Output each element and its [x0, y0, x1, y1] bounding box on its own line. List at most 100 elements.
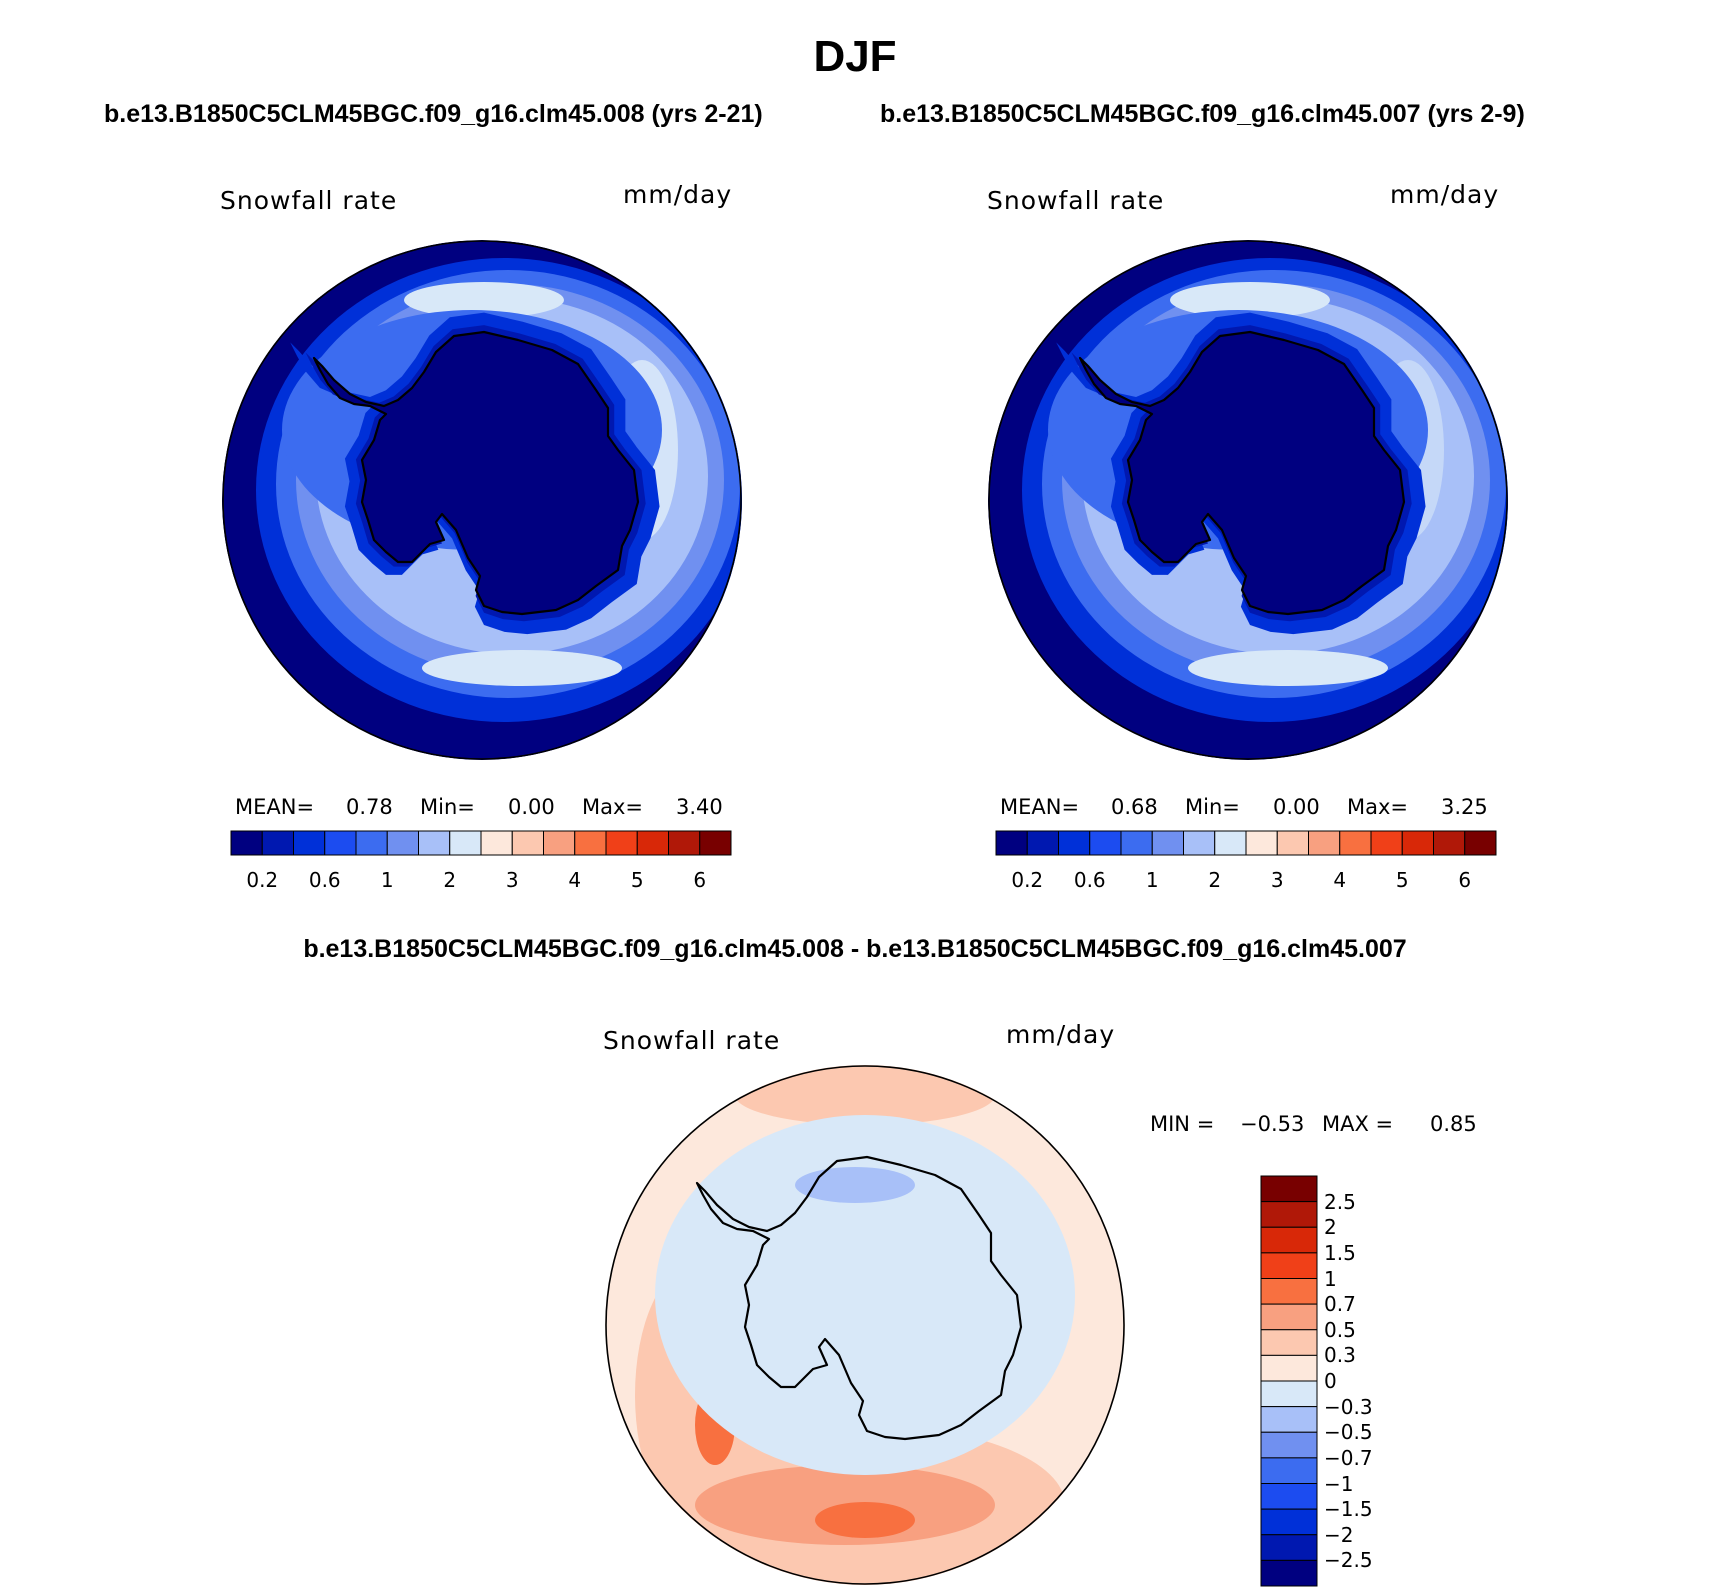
colorbar-box	[1401, 830, 1434, 856]
colorbar-box	[1183, 830, 1216, 856]
map-boundary	[605, 1065, 1125, 1585]
panel2-mean-label: MEAN=	[1000, 795, 1080, 819]
map3-field	[605, 1065, 1125, 1585]
continent-field	[1080, 332, 1404, 614]
diff-colorbar-tick-label: 2.5	[1324, 1189, 1356, 1214]
colorbar-tick-label: 3	[1270, 868, 1284, 892]
colorbar-box	[1308, 830, 1341, 856]
colorbar-box	[1464, 830, 1497, 856]
panel2-min-value: 0.00	[1273, 795, 1320, 819]
pale-patch-north	[404, 282, 564, 318]
colorbar-tick-label: 0.2	[1011, 868, 1044, 892]
diff-negative-core	[795, 1167, 915, 1203]
colorbar-box	[324, 830, 357, 856]
panel2-polar-map	[988, 240, 1508, 760]
colorbar-tick-label: 1	[1145, 868, 1159, 892]
panel1-min-label: Min=	[420, 795, 475, 819]
colorbar-box	[1120, 830, 1153, 856]
colorbar-box	[1276, 830, 1309, 856]
diff-colorbar-tick-label: 0	[1324, 1369, 1337, 1393]
colorbar-box	[418, 830, 451, 856]
colorbar-box	[1058, 830, 1091, 856]
diff-colorbar-box	[1260, 1354, 1318, 1382]
colorbar-tick-label: 5	[630, 868, 644, 892]
diff-min-label: MIN =	[1150, 1112, 1215, 1136]
colorbar-tick-label: 1	[380, 868, 394, 892]
panel2-colorbar	[995, 830, 1497, 856]
colorbar-box	[995, 830, 1028, 856]
colorbar-box	[1433, 830, 1466, 856]
colorbar-box	[293, 830, 326, 856]
panel2-min-label: Min=	[1185, 795, 1240, 819]
colorbar-box	[636, 830, 669, 856]
difference-title: b.e13.B1850C5CLM45BGC.f09_g16.clm45.008 …	[303, 935, 1407, 963]
colorbar-box	[1245, 830, 1278, 856]
diff-colorbar-box	[1260, 1278, 1318, 1305]
diff-negative-region	[655, 1115, 1075, 1475]
antarctica-coastline	[312, 330, 640, 616]
diff-colorbar-box	[1260, 1329, 1318, 1356]
diff-colorbar-box	[1260, 1559, 1318, 1587]
colorbar-tick-label: 2	[443, 868, 457, 892]
colorbar-box	[1370, 830, 1403, 856]
pale-patch-north	[1170, 282, 1330, 318]
difference-colorbar	[1260, 1175, 1318, 1587]
panel2-units-label: mm/day	[1390, 180, 1500, 209]
map1-field	[222, 240, 742, 760]
diff-min-value: −0.53	[1240, 1112, 1305, 1136]
colorbar-tick-label: 4	[1333, 868, 1347, 892]
colorbar-tick-label: 6	[693, 868, 707, 892]
diff-variable-label: Snowfall rate	[603, 1026, 781, 1055]
colorbar-tick-label: 3	[505, 868, 519, 892]
diff-colorbar-box	[1260, 1252, 1318, 1279]
diff-colorbar-tick-label: −1	[1324, 1471, 1354, 1496]
diff-units-label: mm/day	[1006, 1020, 1116, 1049]
panel1-min-value: 0.00	[508, 795, 555, 819]
colorbar-box	[355, 830, 388, 856]
diff-colorbar-tick-label: −2.5	[1324, 1548, 1373, 1573]
colorbar-box	[1339, 830, 1372, 856]
panel2-max-value: 3.25	[1441, 795, 1488, 819]
case-title-right: b.e13.B1850C5CLM45BGC.f09_g16.clm45.007 …	[880, 100, 1525, 128]
colorbar-box	[668, 830, 701, 856]
colorbar-tick-label: 6	[1458, 868, 1472, 892]
diff-colorbar-tick-label: 2	[1324, 1215, 1337, 1240]
panel2-max-label: Max=	[1347, 795, 1409, 819]
diff-colorbar-tick-label: 0.7	[1324, 1292, 1356, 1317]
diff-max-label: MAX =	[1322, 1112, 1394, 1136]
panel2-mean-value: 0.68	[1111, 795, 1158, 819]
panel1-colorbar	[230, 830, 732, 856]
colorbar-tick-label: 2	[1208, 868, 1222, 892]
panel1-mean-label: MEAN=	[235, 795, 315, 819]
panel1-max-value: 3.40	[676, 795, 723, 819]
colorbar-box	[230, 830, 263, 856]
diff-colorbar-tick-label: 1.5	[1324, 1240, 1356, 1265]
panel1-mean-value: 0.78	[346, 795, 393, 819]
colorbar-tick-label: 0.6	[1073, 868, 1106, 892]
continent-field	[314, 332, 638, 614]
diff-colorbar-box	[1260, 1534, 1318, 1561]
colorbar-box	[1214, 830, 1247, 856]
colorbar-box	[574, 830, 607, 856]
panel1-units-label: mm/day	[623, 180, 733, 209]
colorbar-tick-label: 0.6	[308, 868, 341, 892]
panel2-variable-label: Snowfall rate	[987, 186, 1165, 215]
colorbar-box	[1151, 830, 1184, 856]
diff-positive-band-north	[735, 1065, 995, 1125]
colorbar-tick-label: 4	[568, 868, 582, 892]
colorbar-tick-label: 5	[1395, 868, 1409, 892]
diff-colorbar-box	[1260, 1175, 1318, 1203]
map-boundary	[222, 240, 742, 760]
diff-colorbar-tick-label: −0.3	[1324, 1394, 1373, 1419]
diff-colorbar-box	[1260, 1201, 1318, 1228]
diff-colorbar-tick-label: −1.5	[1324, 1497, 1373, 1522]
colorbar-box	[1089, 830, 1122, 856]
diff-colorbar-box	[1260, 1483, 1318, 1510]
diff-colorbar-tick-label: 0.3	[1324, 1343, 1356, 1368]
panel1-variable-label: Snowfall rate	[220, 186, 398, 215]
diff-colorbar-tick-label: 1	[1324, 1266, 1337, 1291]
diff-colorbar-box	[1260, 1226, 1318, 1254]
main-title: DJF	[813, 32, 897, 81]
panel1-polar-map	[222, 240, 742, 760]
colorbar-box	[1026, 830, 1059, 856]
